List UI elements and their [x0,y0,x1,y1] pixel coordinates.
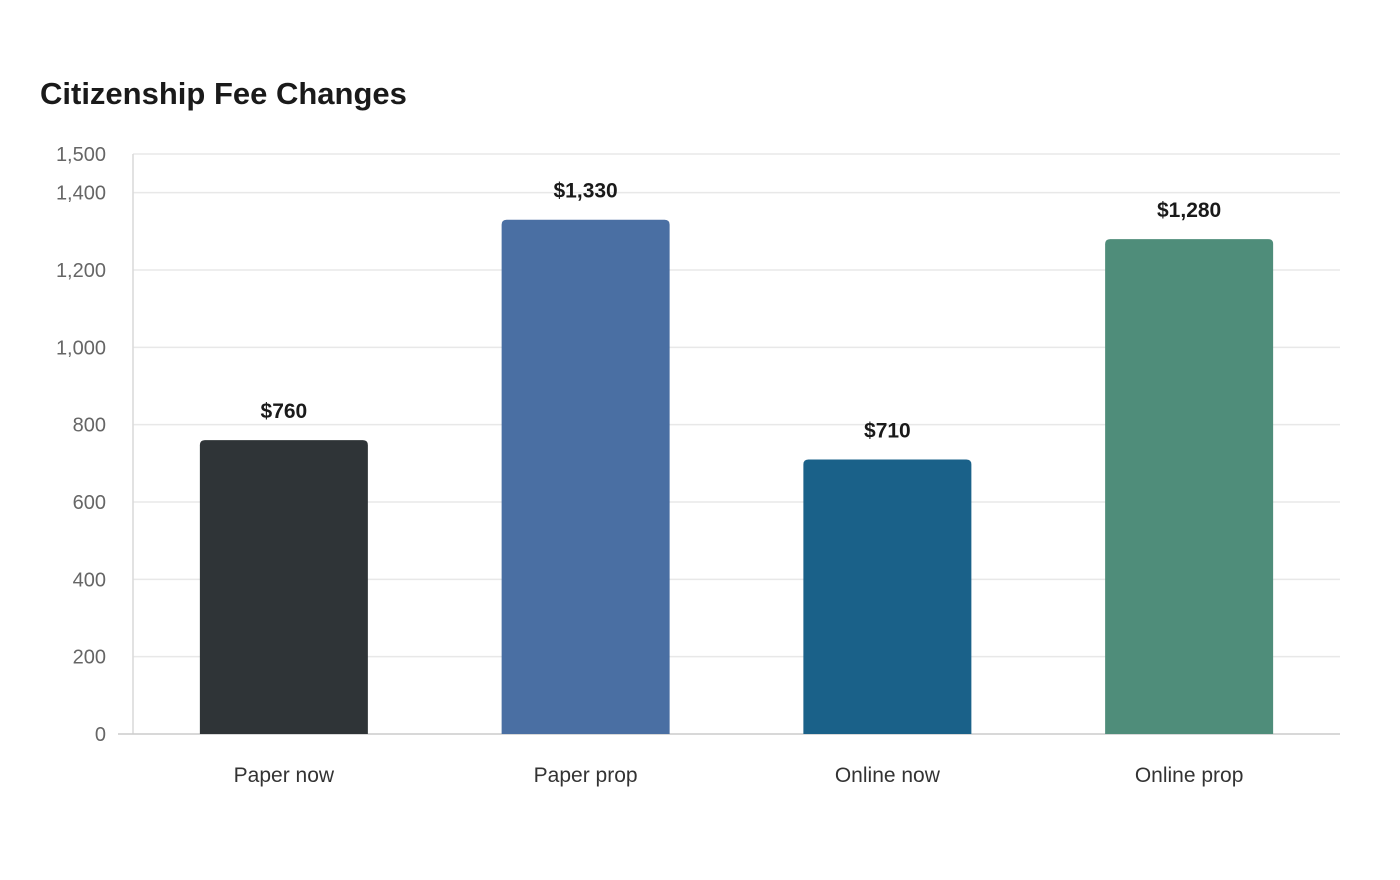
bar-online-now [803,459,972,734]
bars [199,219,1274,735]
y-tick-label: 600 [73,492,106,514]
y-tick-label: 0 [95,724,106,746]
x-axis-category-labels: Paper now Paper prop Online now Online prop [234,764,1244,787]
y-tick-label: 400 [73,569,106,591]
chart-title: Citizenship Fee Changes [40,76,407,111]
data-labels: $760 $1,330 $710 $1,280 [261,180,1222,443]
data-label: $710 [864,419,911,442]
y-tick-label: 800 [73,415,106,437]
bar-online-prop [1105,239,1274,735]
data-label: $1,280 [1157,199,1221,222]
y-axis-tick-labels: 0 200 400 600 800 1,000 1,200 1,400 1,500 [56,144,106,746]
y-tick-label: 200 [73,647,106,669]
x-category-label: Paper prop [534,764,638,787]
x-category-label: Online prop [1135,764,1244,787]
data-label: $1,330 [554,180,618,203]
x-category-label: Paper now [234,764,335,787]
bar-paper-prop [501,219,670,734]
x-category-label: Online now [835,764,941,787]
y-tick-label: 1,200 [56,260,106,282]
y-tick-label: 1,400 [56,183,106,205]
data-label: $760 [261,400,308,423]
y-tick-label: 1,500 [56,144,106,166]
bar-paper-now [199,440,368,734]
y-tick-label: 1,000 [56,337,106,359]
